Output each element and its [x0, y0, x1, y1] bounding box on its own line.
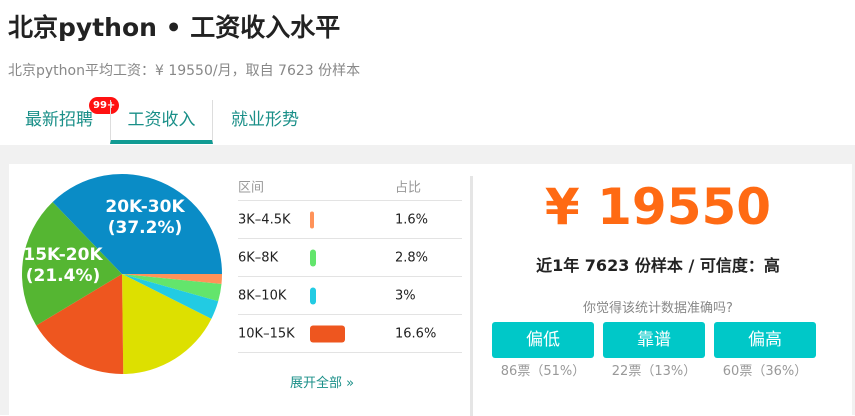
pie-slice [122, 274, 222, 285]
table-header: 区间 占比 [238, 172, 462, 201]
salary-distribution-table: 区间 占比 3K–4.5K 1.6% 6K–8K 2.8% 8K–10K 3% 10K… [238, 172, 462, 353]
col-ratio-header: 占比 [395, 180, 422, 196]
pie-label: (37.2%) [108, 218, 183, 238]
tab-employment[interactable]: 就业形势 [228, 100, 302, 144]
table-row: 8K–10K 3% [238, 277, 462, 315]
expand-all-link[interactable]: 展开全部 » [290, 376, 355, 391]
range-label: 8K–10K [238, 288, 287, 303]
tab-latest-jobs[interactable]: 最新招聘 [22, 100, 96, 144]
ratio-value: 2.8% [395, 250, 429, 265]
pie-slice [36, 274, 124, 374]
vote-high-count: 60票（36%） [722, 364, 808, 379]
ratio-bar [310, 325, 345, 342]
average-salary: ¥ 19550 [544, 178, 772, 236]
pie-slice [122, 274, 222, 302]
vote-low-button[interactable]: 偏低 [492, 322, 594, 358]
tab-label: 就业形势 [231, 110, 299, 130]
vote-accurate-button[interactable]: 靠谱 [603, 322, 705, 358]
ratio-bar [310, 287, 317, 304]
salary-pie-chart: 20K-30K(37.2%)15K-20K(21.4%) [21, 174, 222, 374]
ratio-value: 3% [395, 288, 416, 303]
range-label: 3K–4.5K [238, 212, 291, 227]
range-label: 10K–15K [238, 326, 295, 341]
pie-label: 20K-30K [105, 197, 185, 217]
pie-slice [21, 201, 123, 326]
ratio-value: 16.6% [395, 326, 437, 341]
table-row: 3K–4.5K 1.6% [238, 201, 462, 239]
new-count-badge: 99+ [89, 97, 120, 114]
ratio-bar [310, 211, 314, 228]
tab-label: 最新招聘 [25, 110, 93, 130]
table-row: 10K–15K 16.6% [238, 315, 462, 353]
vote-low-count: 86票（51%） [500, 364, 586, 379]
accuracy-question: 你觉得该统计数据准确吗? [583, 301, 733, 316]
sample-reliability: 近1年 7623 份样本 / 可信度：高 [536, 256, 780, 275]
pie-slice [122, 274, 219, 319]
table-row: 6K–8K 2.8% [238, 239, 462, 277]
vote-accurate-count: 22票（13%） [611, 364, 697, 379]
vote-high-button[interactable]: 偏高 [714, 322, 816, 358]
pie-slice [122, 274, 212, 374]
tab-bar: 最新招聘 99+ 工资收入 就业形势 [0, 97, 855, 144]
range-label: 6K–8K [238, 250, 279, 265]
pie-label: (21.4%) [26, 266, 101, 286]
page-subtitle: 北京python平均工资：¥ 19550/月，取自 7623 份样本 [8, 63, 361, 79]
divider [470, 176, 473, 416]
pie-label: 15K-20K [23, 245, 103, 265]
tab-salary[interactable]: 工资收入 [110, 100, 213, 144]
page-title: 北京python • 工资收入水平 [8, 13, 341, 42]
col-range-header: 区间 [238, 180, 265, 196]
ratio-bar [310, 249, 316, 266]
tab-label: 工资收入 [127, 110, 196, 130]
ratio-value: 1.6% [395, 212, 429, 227]
pie-slice [52, 174, 222, 274]
